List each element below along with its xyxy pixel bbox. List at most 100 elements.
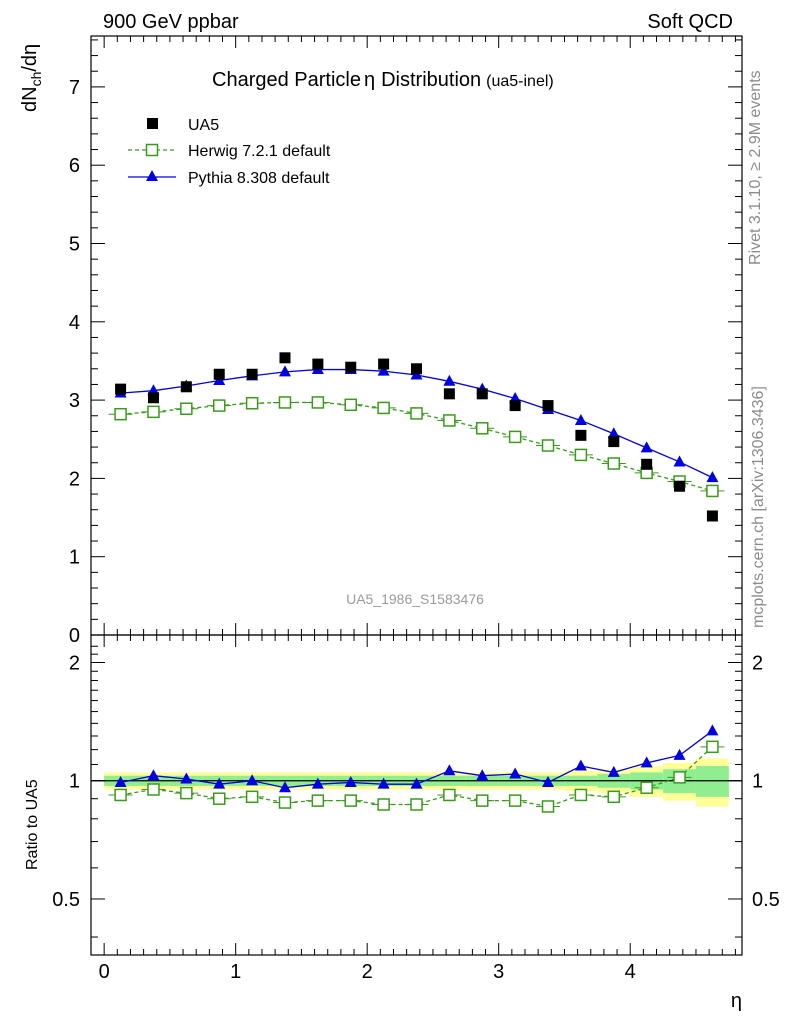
- ratio-pythia-point: [640, 756, 653, 768]
- ua5-point: [345, 361, 357, 373]
- legend-marker-ua5: [147, 118, 158, 129]
- ratio-pythia-point: [607, 765, 620, 777]
- ratio-herwig-point: [114, 788, 127, 802]
- ratio-frame: [90, 634, 743, 956]
- ua5-point: [509, 400, 521, 412]
- ratio-herwig-point: [607, 790, 621, 804]
- ratio-pythia-point: [344, 775, 357, 787]
- pythia-point: [574, 413, 587, 425]
- legend-marker-herwig: [145, 143, 159, 157]
- ratio-pythia-point: [213, 777, 226, 789]
- ratio-tick-label-left: 2: [69, 653, 80, 675]
- ua5-point: [180, 381, 192, 393]
- herwig-point: [147, 405, 160, 419]
- herwig-point: [706, 484, 719, 498]
- ratio-herwig-point: [508, 794, 522, 807]
- ua5-point: [542, 400, 554, 412]
- ua5-point: [115, 383, 127, 395]
- y-tick-label: 0: [69, 625, 80, 647]
- ratio-herwig-point: [541, 800, 555, 813]
- ratio-pythia-point: [377, 777, 390, 789]
- ratio-herwig-point: [476, 794, 489, 807]
- ratio-tick-label-left: 1: [69, 771, 80, 793]
- ratio-pythia-point: [476, 769, 489, 781]
- ua5-point: [443, 388, 455, 400]
- herwig-point: [410, 407, 423, 420]
- legend-label-pythia: Pythia 8.308 default: [188, 170, 330, 187]
- main-panel: 0 1 2 3 4 5 6 7: [69, 35, 743, 647]
- ua5-point: [608, 436, 620, 448]
- herwig-point: [311, 396, 325, 409]
- ua5-point: [575, 429, 587, 441]
- herwig-point: [508, 430, 522, 444]
- ratio-tick-label-left: 0.5: [52, 889, 80, 911]
- ratio-herwig-point: [245, 790, 259, 804]
- ratio-herwig-point: [311, 794, 325, 807]
- mcplots-reference-label: mcplots.cern.ch [arXiv:1306.3436]: [750, 386, 767, 628]
- herwig-point: [476, 422, 489, 435]
- ratio-tick-label-right: 1: [752, 771, 763, 793]
- ratio-pythia-point: [278, 781, 291, 793]
- ratio-pythia-point: [542, 775, 555, 787]
- ua5-point: [279, 352, 291, 364]
- ratio-band-inner: [695, 766, 729, 797]
- ratio-pythia-point: [673, 748, 686, 760]
- ratio-pythia-point: [147, 769, 160, 781]
- ua5-point: [246, 368, 258, 380]
- herwig-point: [278, 396, 292, 409]
- ua5-point: [312, 358, 324, 370]
- ratio-pythia-point: [443, 764, 456, 776]
- herwig-point: [114, 407, 127, 421]
- herwig-point: [245, 396, 259, 410]
- ratio-herwig-point: [278, 796, 292, 809]
- ua5-point: [674, 480, 686, 492]
- rivet-version-label: Rivet 3.1.10, ≥ 2.9M events: [747, 70, 764, 265]
- y-tick-label: 3: [69, 390, 80, 412]
- pythia-point: [278, 365, 291, 377]
- ratio-tick-label-right: 0.5: [752, 889, 780, 911]
- ratio-herwig-point: [212, 792, 226, 805]
- y-tick-label: 7: [69, 77, 80, 99]
- legend-label-herwig: Herwig 7.2.1 default: [188, 143, 331, 160]
- pythia-point: [377, 364, 390, 376]
- herwig-point: [180, 402, 193, 415]
- y-tick-label: 6: [69, 155, 80, 177]
- ua5-point: [476, 388, 488, 400]
- ratio-pythia-point: [311, 777, 324, 789]
- herwig-point: [344, 398, 357, 412]
- y-tick-label: 2: [69, 468, 80, 490]
- x-tick-label: 3: [493, 961, 504, 983]
- ratio-herwig-point: [180, 786, 193, 800]
- y-tick-label: 4: [69, 312, 80, 334]
- ua5-point: [411, 363, 422, 375]
- legend-marker-pythia: [146, 170, 158, 181]
- legend: UA5 Herwig 7.2.1 default Pythia 8.308 de…: [128, 117, 331, 187]
- ratio-pythia-point: [706, 724, 719, 736]
- x-axis-label: η: [731, 990, 742, 1012]
- pythia-point: [706, 471, 719, 483]
- herwig-point: [541, 439, 555, 452]
- ratio-herwig-point: [344, 794, 357, 807]
- ratio-pythia-point: [509, 767, 522, 779]
- ua5-point: [147, 392, 159, 404]
- herwig-point: [443, 414, 456, 427]
- pythia-point: [443, 374, 456, 386]
- herwig-point: [377, 401, 390, 415]
- chart-title: Charged Particle η Distribution (ua5-inel): [212, 69, 554, 91]
- header-left-label: 900 GeV ppbar: [103, 11, 239, 33]
- legend-label-ua5: UA5: [188, 117, 219, 134]
- ratio-herwig-point: [706, 740, 719, 754]
- ratio-y-axis-label: Ratio to UA5: [24, 779, 41, 870]
- ratio-pythia-point: [574, 759, 587, 771]
- pythia-point: [640, 441, 653, 453]
- herwig-point: [212, 399, 226, 412]
- ratio-panel: 0 1 2 3 4 0.5 0.5 1 1 2 2: [52, 634, 780, 983]
- pythia-point: [673, 455, 686, 467]
- x-tick-label: 0: [99, 961, 110, 983]
- x-tick-label: 2: [362, 961, 373, 983]
- y-axis-label: dNch/dη: [19, 44, 44, 112]
- y-tick-label: 1: [69, 547, 80, 569]
- herwig-point: [607, 457, 621, 470]
- analysis-watermark: UA5_1986_S1583476: [346, 591, 484, 607]
